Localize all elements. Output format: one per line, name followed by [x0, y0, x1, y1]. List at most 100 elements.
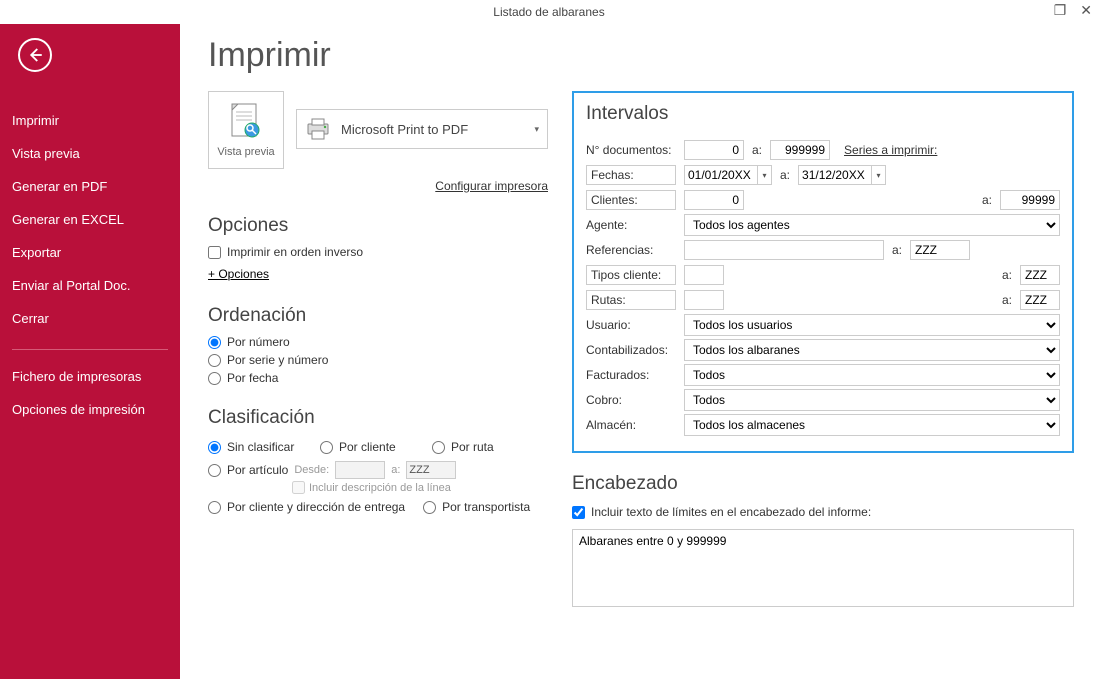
encabezado-textarea[interactable]: Albaranes entre 0 y 999999: [572, 529, 1074, 607]
fecha-a: a:: [780, 168, 790, 182]
sidebar-item-vista-previa[interactable]: Vista previa: [0, 137, 180, 170]
clas-sin[interactable]: Sin clasificar: [208, 440, 298, 454]
usuario-select[interactable]: Todos los usuarios: [684, 314, 1060, 336]
more-options-link[interactable]: + Opciones: [208, 267, 269, 281]
fact-label: Facturados:: [586, 368, 684, 382]
fecha-from[interactable]: ▾: [684, 165, 772, 185]
ndoc-to-input[interactable]: [770, 140, 830, 160]
order-by-number-radio[interactable]: [208, 336, 221, 349]
order-by-fecha-radio[interactable]: [208, 372, 221, 385]
window-close-icon[interactable]: ✕: [1080, 2, 1092, 19]
ndoc-label: N° documentos:: [586, 143, 684, 157]
contab-select[interactable]: Todos los albaranes: [684, 339, 1060, 361]
cobro-label: Cobro:: [586, 393, 684, 407]
referencias-label: Referencias:: [586, 243, 684, 257]
vista-previa-button[interactable]: Vista previa: [208, 91, 284, 169]
desde-input[interactable]: [335, 461, 385, 479]
inverse-order-checkbox[interactable]: [208, 246, 221, 259]
ref-to-input[interactable]: [910, 240, 970, 260]
page-title: Imprimir: [208, 36, 1074, 75]
sidebar-item-opciones-impresion[interactable]: Opciones de impresión: [0, 393, 180, 426]
fechas-label-button[interactable]: Fechas:: [586, 165, 676, 185]
enc-checkbox[interactable]: [572, 506, 585, 519]
clientes-to-input[interactable]: [1000, 190, 1060, 210]
clas-cliente-radio[interactable]: [320, 441, 333, 454]
enc-check[interactable]: Incluir texto de límites en el encabezad…: [572, 505, 1074, 519]
clientes-from-input[interactable]: [684, 190, 744, 210]
back-button[interactable]: [18, 38, 52, 72]
rutas-a: a:: [1002, 293, 1012, 307]
inverse-order-check[interactable]: Imprimir en orden inverso: [208, 245, 548, 259]
window-title: Listado de albaranes: [493, 5, 604, 19]
intervalos-section: Intervalos N° documentos: a: Series a im…: [572, 91, 1074, 453]
clientes-a: a:: [982, 193, 992, 207]
clientes-label-button[interactable]: Clientes:: [586, 190, 676, 210]
printer-select[interactable]: Microsoft Print to PDF ▾: [296, 109, 548, 149]
tipos-to-input[interactable]: [1020, 265, 1060, 285]
clas-transportista[interactable]: Por transportista: [423, 500, 530, 514]
tipos-from-input[interactable]: [684, 265, 724, 285]
sidebar-separator: [12, 349, 168, 350]
enc-check-label: Incluir texto de límites en el encabezad…: [591, 505, 871, 519]
inverse-order-label: Imprimir en orden inverso: [227, 245, 363, 259]
fecha-from-dropdown-icon[interactable]: ▾: [757, 166, 771, 184]
sidebar-item-cerrar[interactable]: Cerrar: [0, 302, 180, 335]
fecha-to-input[interactable]: [799, 166, 871, 184]
ref-from-input[interactable]: [684, 240, 884, 260]
order-by-serie-radio[interactable]: [208, 354, 221, 367]
main-panel: Imprimir Vista previa: [180, 24, 1098, 679]
encabezado-title: Encabezado: [572, 473, 1074, 495]
usuario-label: Usuario:: [586, 318, 684, 332]
desde-label: Desde:: [294, 464, 329, 476]
clas-articulo-radio[interactable]: [208, 464, 221, 477]
sidebar-item-generar-pdf[interactable]: Generar en PDF: [0, 170, 180, 203]
rutas-to-input[interactable]: [1020, 290, 1060, 310]
clas-ruta[interactable]: Por ruta: [432, 440, 522, 454]
clas-articulo[interactable]: Por artículo: [208, 463, 288, 477]
fecha-to-dropdown-icon[interactable]: ▾: [871, 166, 885, 184]
window-restore-icon[interactable]: ❐: [1054, 2, 1067, 19]
ordenacion-title: Ordenación: [208, 305, 548, 327]
fecha-to[interactable]: ▾: [798, 165, 886, 185]
almacen-select[interactable]: Todos los almacenes: [684, 414, 1060, 436]
order-by-number[interactable]: Por número: [208, 335, 548, 349]
hasta-input[interactable]: [406, 461, 456, 479]
clas-ruta-radio[interactable]: [432, 441, 445, 454]
tipos-a: a:: [1002, 268, 1012, 282]
sidebar-item-generar-excel[interactable]: Generar en EXCEL: [0, 203, 180, 236]
incluir-desc-checkbox[interactable]: [292, 481, 305, 494]
clas-sin-radio[interactable]: [208, 441, 221, 454]
sidebar: Imprimir Vista previa Generar en PDF Gen…: [0, 24, 180, 679]
rutas-label-button[interactable]: Rutas:: [586, 290, 676, 310]
order-by-fecha[interactable]: Por fecha: [208, 371, 548, 385]
document-preview-icon: [228, 102, 264, 142]
clasificacion-title: Clasificación: [208, 407, 548, 429]
incluir-desc-check[interactable]: Incluir descripción de la línea: [292, 481, 548, 494]
sidebar-item-imprimir[interactable]: Imprimir: [0, 104, 180, 137]
clas-cliente-dir[interactable]: Por cliente y dirección de entrega: [208, 500, 405, 514]
back-arrow-icon: [26, 46, 44, 64]
cobro-select[interactable]: Todos: [684, 389, 1060, 411]
fact-select[interactable]: Todos: [684, 364, 1060, 386]
sidebar-item-enviar-portal[interactable]: Enviar al Portal Doc.: [0, 269, 180, 302]
sidebar-item-exportar[interactable]: Exportar: [0, 236, 180, 269]
vista-previa-label: Vista previa: [217, 146, 274, 158]
series-link[interactable]: Series a imprimir:: [844, 143, 937, 157]
order-by-serie[interactable]: Por serie y número: [208, 353, 548, 367]
sidebar-item-fichero-impresoras[interactable]: Fichero de impresoras: [0, 360, 180, 393]
tipos-label-button[interactable]: Tipos cliente:: [586, 265, 676, 285]
rutas-from-input[interactable]: [684, 290, 724, 310]
fecha-from-input[interactable]: [685, 166, 757, 184]
titlebar: Listado de albaranes ❐ ✕: [0, 0, 1098, 24]
config-printer-link[interactable]: Configurar impresora: [208, 179, 548, 193]
clas-transportista-radio[interactable]: [423, 501, 436, 514]
ndoc-from-input[interactable]: [684, 140, 744, 160]
agente-select[interactable]: Todos los agentes: [684, 214, 1060, 236]
ndoc-a: a:: [752, 143, 762, 157]
agente-label: Agente:: [586, 218, 684, 232]
contab-label: Contabilizados:: [586, 343, 684, 357]
clas-cliente-dir-radio[interactable]: [208, 501, 221, 514]
clas-cliente[interactable]: Por cliente: [320, 440, 410, 454]
printer-icon: [305, 117, 333, 141]
ref-a: a:: [892, 243, 902, 257]
